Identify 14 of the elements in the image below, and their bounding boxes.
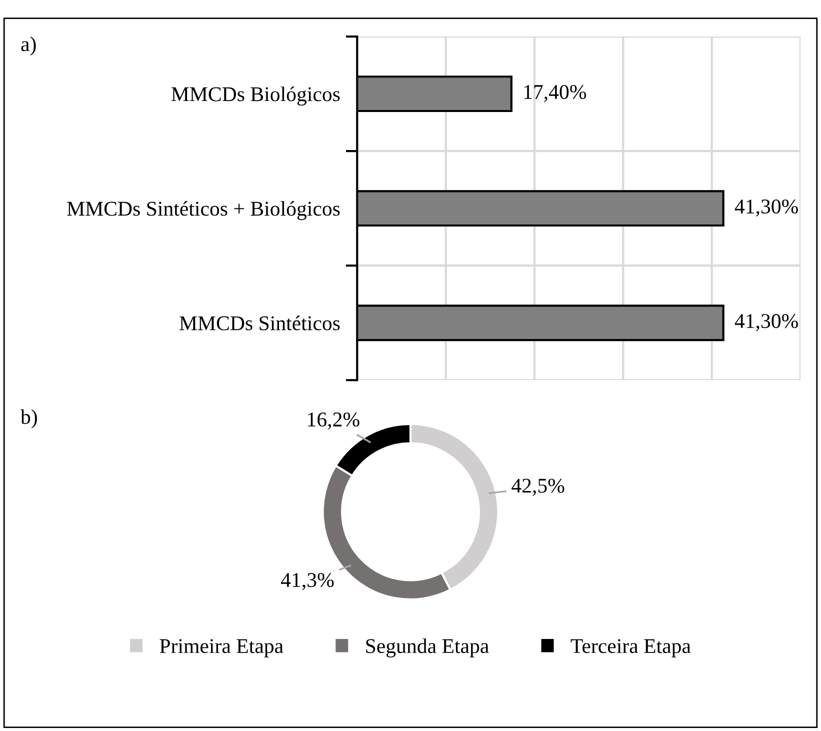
data-label: 16,2% [308,412,360,430]
data-label: 41,3% [280,573,334,590]
y-tick-label: MMCDs Biológicos [171,86,340,106]
data-label: 17,40% [524,84,586,102]
legend-label: Segunda Etapa [366,638,489,658]
data-label: 41,30% [734,199,798,217]
legend-label: Primeira Etapa [160,639,284,658]
chart-title: b) [20,409,37,428]
text: a) [21,36,36,56]
y-tick-label: MMCDs Sintéticos [180,316,340,330]
y-tick-label: MMCDs Sintéticos + Biológicos [67,201,340,220]
legend-label: Terceira Etapa [570,639,691,658]
data-label: 42,5% [512,478,564,496]
data-label: 41,30% [734,314,798,332]
